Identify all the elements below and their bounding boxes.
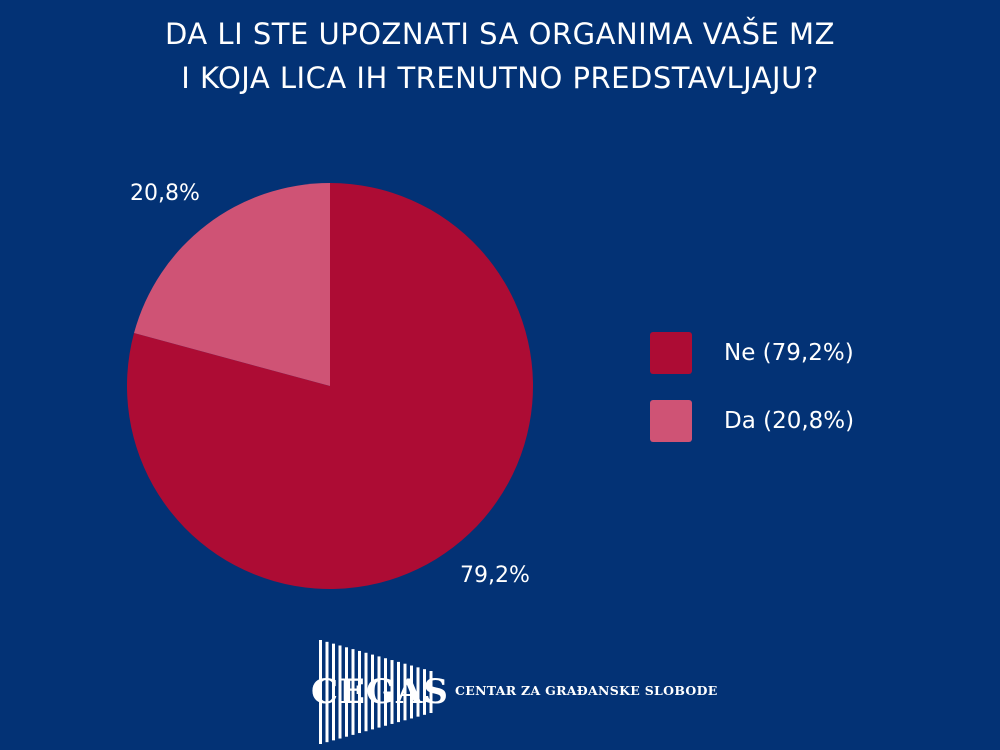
logo-bar <box>319 640 322 744</box>
logo-bar <box>338 645 342 739</box>
logo-bar <box>351 649 355 735</box>
logo-bar <box>403 663 407 721</box>
chart-title-line-2: I KOJA LICA IH TRENUTNO PREDSTAVLJAJU? <box>181 61 819 95</box>
logo-bar <box>423 669 426 715</box>
logo-bar <box>345 647 348 737</box>
logo-bar <box>384 658 387 726</box>
pie-slice-da <box>134 183 330 386</box>
logo-wordmark: CEGAS <box>311 672 449 712</box>
cegas-logo: CEGAS CENTAR ZA GRAĐANSKE SLOBODE <box>305 638 717 746</box>
legend-item-ne: Ne (79,2%) <box>650 332 854 374</box>
logo-bar <box>332 643 335 741</box>
logo-bar <box>390 660 394 724</box>
chart-legend: Ne (79,2%) Da (20,8%) <box>650 332 854 468</box>
logo-bar <box>410 665 413 719</box>
logo-bar <box>377 656 381 728</box>
logo-bar <box>371 654 374 730</box>
logo-bar <box>364 652 368 732</box>
legend-label-da: Da (20,8%) <box>724 408 855 434</box>
legend-swatch-da <box>650 400 692 442</box>
slice-label-da: 20,8% <box>130 181 200 206</box>
logo-tagline: CENTAR ZA GRAĐANSKE SLOBODE <box>455 683 718 698</box>
legend-swatch-ne <box>650 332 692 374</box>
legend-item-da: Da (20,8%) <box>650 400 854 442</box>
legend-label-ne: Ne (79,2%) <box>724 340 854 366</box>
chart-title: DA LI STE UPOZNATI SA ORGANIMA VAŠE MZ I… <box>0 12 1000 100</box>
logo-bar <box>416 667 420 717</box>
logo-bars-graphic <box>319 640 433 744</box>
logo-bar <box>429 671 433 713</box>
logo-bar <box>358 650 361 734</box>
logo-bar <box>397 661 400 723</box>
slice-label-ne: 79,2% <box>460 563 530 588</box>
logo-bar <box>325 641 329 743</box>
chart-title-line-1: DA LI STE UPOZNATI SA ORGANIMA VAŠE MZ <box>165 17 835 51</box>
